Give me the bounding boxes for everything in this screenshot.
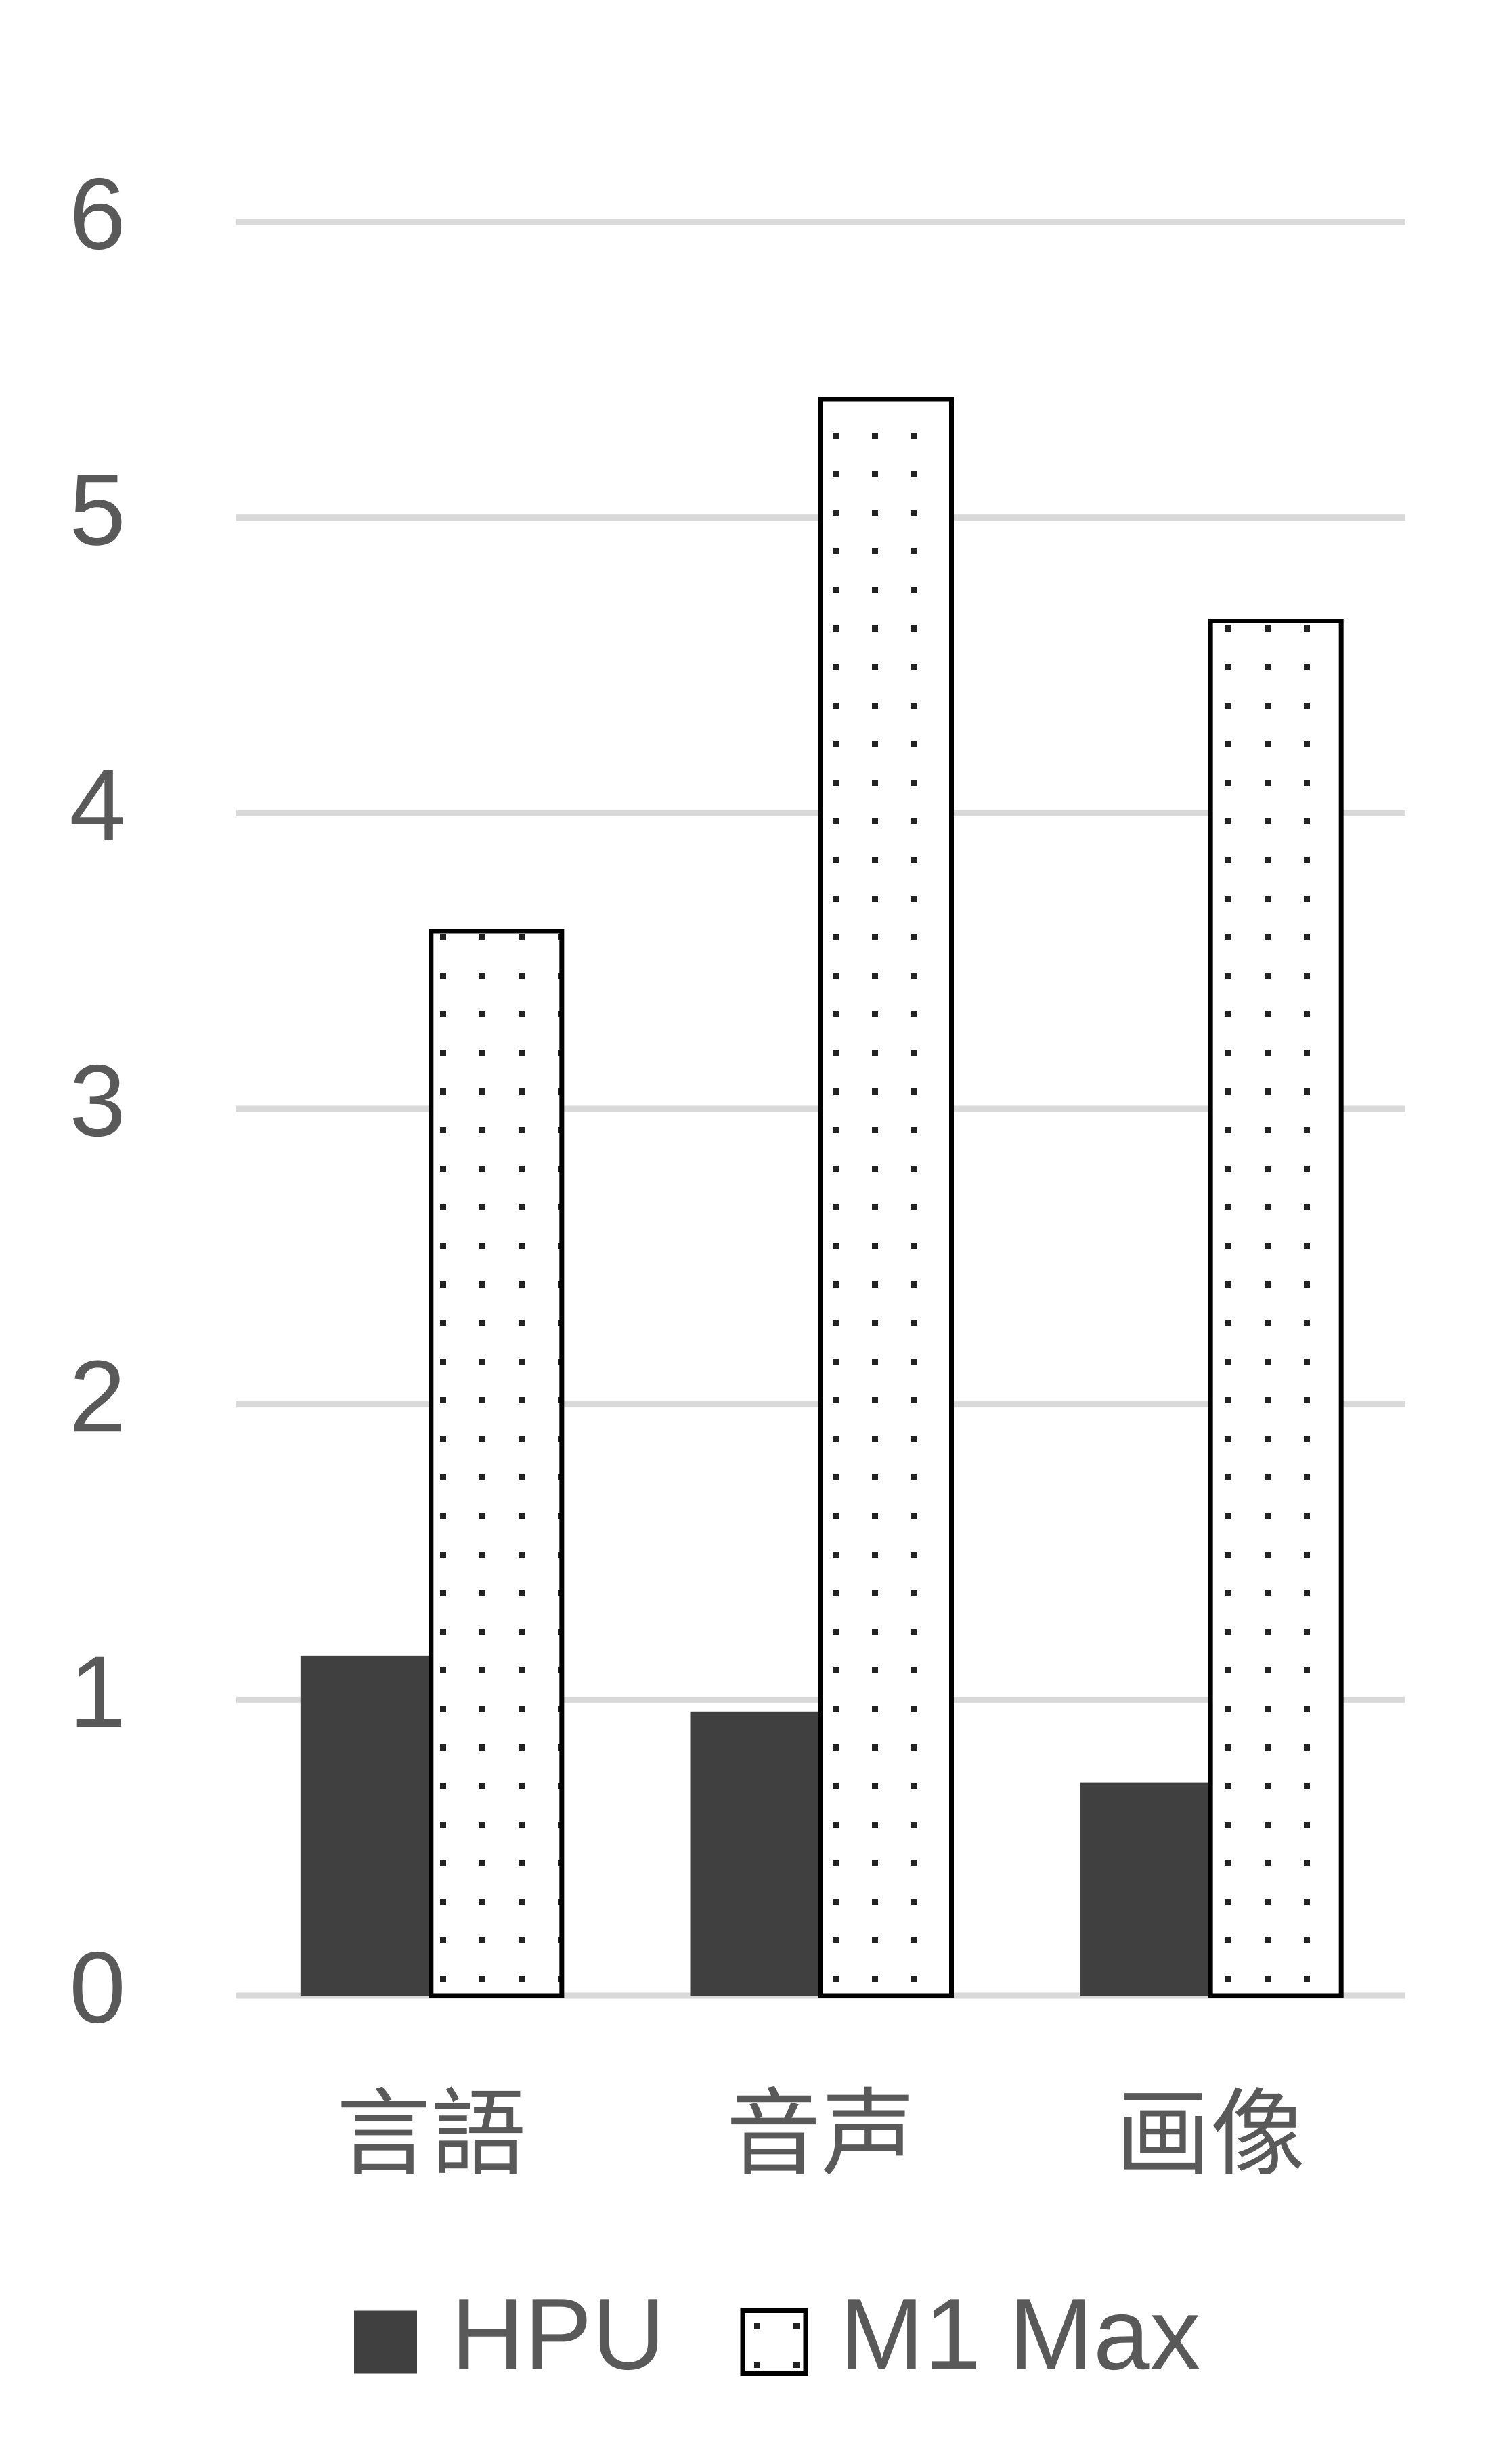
x-tick-label: 画像: [1116, 2080, 1305, 2190]
y-tick-label: 2: [69, 1339, 125, 1453]
y-tick-label: 1: [69, 1635, 125, 1748]
bar: [818, 397, 954, 1998]
legend-label: M1 Max: [839, 2277, 1200, 2391]
y-tick-label: 6: [69, 157, 125, 271]
y-tick-label: 3: [69, 1044, 125, 1158]
bar: [690, 1711, 821, 1996]
x-tick-label: 音声: [726, 2080, 915, 2190]
legend-label: HPU: [451, 2277, 665, 2391]
x-tick-label: 言語: [336, 2080, 526, 2190]
bar: [300, 1655, 431, 1996]
legend-swatch: [354, 2310, 417, 2374]
legend-swatch: [740, 2308, 808, 2376]
bar: [429, 929, 565, 1998]
y-tick-label: 5: [69, 452, 125, 566]
bar: [1080, 1782, 1211, 1996]
bar: [1208, 619, 1344, 1998]
y-tick-label: 0: [69, 1931, 125, 2044]
y-tick-label: 4: [69, 748, 125, 862]
